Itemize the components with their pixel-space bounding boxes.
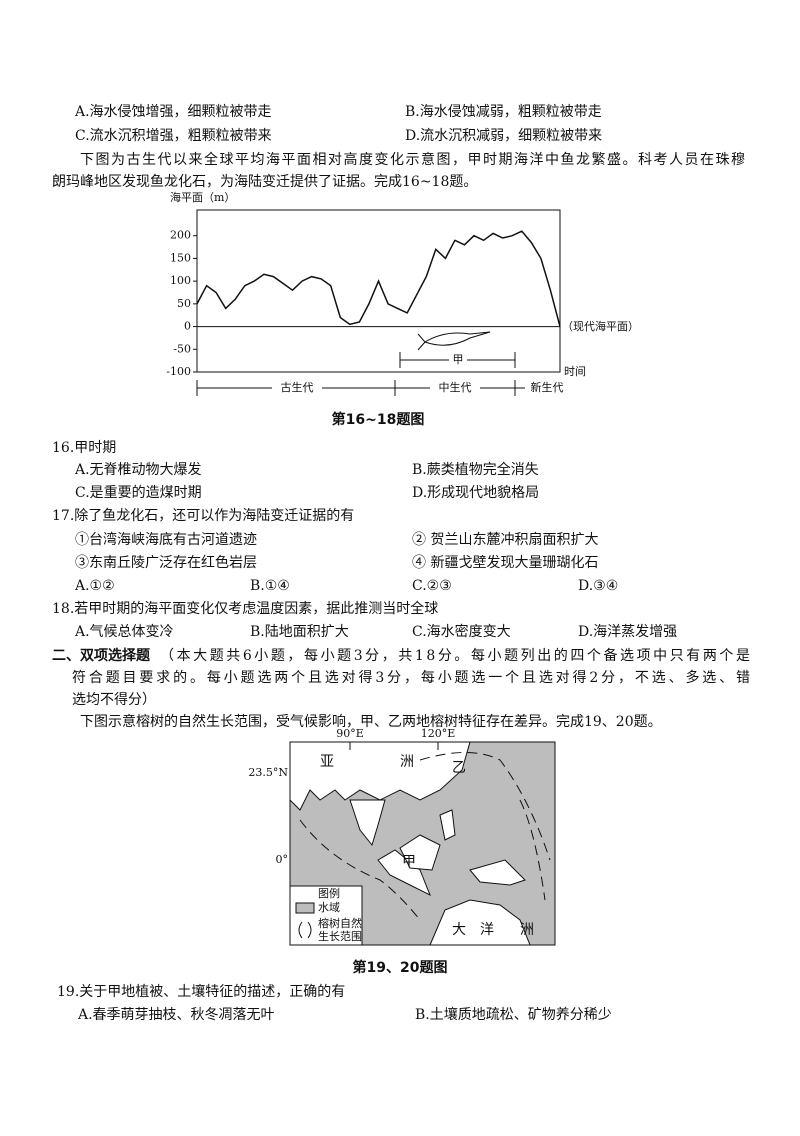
question-stem: 18.若甲时期的海平面变化仅考虑温度因素，据此推测当时全球: [52, 600, 438, 617]
y-tick-label: -50: [173, 342, 191, 355]
label-bg: [430, 380, 480, 396]
option: D.形成现代地貌格局: [412, 485, 539, 501]
land: [399, 834, 441, 871]
lon-label: 120°E: [421, 727, 456, 740]
y-tick-label: 150: [170, 251, 191, 264]
intro: 下图示意榕树的自然生长范围，受气候影响，甲、乙两地榕树特征存在差异。完成19、2…: [80, 713, 662, 730]
legend: [289, 885, 363, 946]
era-label: 古生代: [281, 380, 314, 394]
section-heading: 二、双项选择题: [52, 647, 151, 664]
land: [439, 809, 456, 841]
legend-title: 图例: [318, 886, 340, 900]
section-note: （本大题共6小题，每小题3分，共18分。每小题列出的四个备选项中只有两个是: [160, 647, 750, 664]
question-stem: 19.关于甲地植被、土壤特征的描述，正确的有: [57, 983, 345, 1000]
question-stem: 17.除了鱼龙化石，还可以作为海陆变迁证据的有: [52, 507, 354, 524]
option: D.海洋蒸发增强: [578, 624, 677, 640]
option: A.春季萌芽抽枝、秋冬凋落无叶: [77, 1007, 275, 1023]
legend-label: 榕树自然: [318, 916, 362, 930]
map-label: 大: [452, 922, 466, 938]
map-label: 洋: [480, 922, 494, 938]
legend-swatch: [298, 921, 312, 939]
map: 90°E 120°E 23.5°N 0° 亚 洲 乙 甲 大 洋 洲 图例 水域…: [248, 727, 556, 946]
annotation: 时间: [564, 365, 586, 378]
y-tick-label: 200: [170, 229, 191, 242]
option: B.蕨类植物完全消失: [412, 461, 539, 478]
land: [429, 899, 531, 946]
map-label: 洲: [520, 922, 534, 938]
option: D.流水沉积减弱，细颗粒被带来: [405, 128, 602, 144]
option: A.气候总体变冷: [74, 624, 174, 640]
label-bg: [525, 380, 569, 396]
y-tick-label: 0: [184, 320, 191, 333]
option: A.海水侵蚀增强，细颗粒被带走: [74, 103, 272, 120]
option: A.无脊椎动物大爆发: [74, 462, 202, 478]
option: C.②③: [412, 578, 452, 594]
caption: 第19、20题图: [353, 959, 448, 976]
lat-label: 0°: [276, 853, 289, 866]
lon-label: 90°E: [336, 727, 364, 740]
label-bg: [449, 352, 467, 368]
label-bg: [272, 380, 322, 396]
option: C.海水密度变大: [412, 623, 511, 640]
y-tick-label: 100: [170, 274, 191, 287]
range-boundary: [299, 752, 551, 921]
question-stem: 16.甲时期: [52, 440, 116, 456]
annotation: （现代海平面）: [562, 319, 639, 333]
sea-level-line: [196, 230, 561, 327]
item: ①台湾海峡海底有古河道遗迹: [75, 531, 257, 548]
fish: [417, 331, 491, 351]
section-note: 符合题目要求的。每小题选两个且选对得3分，每小题选一个且选对得2分，不选、多选、…: [72, 669, 750, 686]
land: [377, 849, 431, 897]
option: B.陆地面积扩大: [250, 624, 349, 640]
item: ④ 新疆戈壁发现大量珊瑚化石: [412, 555, 598, 571]
plot-frame: [196, 209, 561, 373]
period-label: 甲: [453, 353, 464, 366]
item: ② 贺兰山东麓冲积扇面积扩大: [412, 532, 598, 548]
section-note: 选均不得分）: [72, 691, 156, 708]
lat-label: 23.5°N: [248, 766, 288, 779]
item: ③东南丘陵广泛存在红色岩层: [75, 554, 257, 571]
map-label: 亚: [320, 754, 334, 770]
legend-label: 生长范围: [318, 929, 362, 943]
legend-label: 水域: [318, 901, 340, 914]
option: A.①②: [74, 578, 115, 594]
legend-swatch: [295, 902, 315, 914]
option: C.流水沉积增强，粗颗粒被带来: [75, 128, 272, 144]
caption: 第16~18题图: [332, 411, 425, 428]
option: D.③④: [578, 578, 618, 594]
option: B.土壤质地疏松、矿物养分稀少: [415, 1006, 612, 1023]
era-label: 新生代: [531, 380, 564, 394]
y-tick-label: 50: [177, 297, 191, 310]
intro: 下图为古生代以来全球平均海平面相对高度变化示意图，甲时期海洋中鱼龙繁盛。科考人员…: [80, 151, 745, 168]
option: C.是重要的造煤时期: [75, 485, 202, 501]
map-label: 甲: [402, 854, 416, 870]
map-label: 乙: [452, 760, 466, 776]
y-label: 海平面（m）: [170, 190, 235, 204]
land: [469, 859, 526, 886]
y-tick-label: -100: [166, 365, 191, 378]
option: B.①④: [250, 578, 290, 594]
land: [349, 799, 386, 847]
map-label: 洲: [400, 754, 414, 770]
era-label: 中生代: [439, 380, 472, 394]
option: B.海水侵蚀减弱，粗颗粒被带走: [405, 103, 602, 120]
intro: 朗玛峰地区发现鱼龙化石，为海陆变迁提供了证据。完成16~18题。: [52, 173, 477, 190]
